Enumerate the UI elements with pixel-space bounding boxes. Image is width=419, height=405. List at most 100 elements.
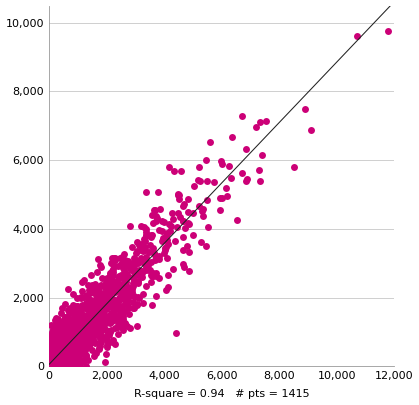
Point bbox=[60, 356, 67, 363]
Point bbox=[54, 338, 60, 345]
Point bbox=[80, 316, 87, 322]
Point bbox=[94, 326, 101, 333]
Point bbox=[99, 301, 106, 307]
Point bbox=[63, 363, 70, 369]
Point bbox=[65, 350, 71, 356]
Point bbox=[98, 323, 104, 329]
Point bbox=[59, 347, 66, 354]
Point bbox=[55, 336, 62, 342]
Point bbox=[228, 174, 234, 181]
Point bbox=[74, 356, 81, 362]
Point bbox=[48, 362, 55, 369]
Point bbox=[51, 344, 57, 351]
Point bbox=[59, 348, 66, 354]
Point bbox=[50, 330, 57, 336]
Point bbox=[139, 267, 146, 274]
Point bbox=[69, 360, 75, 366]
Point bbox=[97, 315, 104, 321]
Point bbox=[72, 319, 79, 326]
Point bbox=[205, 224, 212, 231]
Point bbox=[98, 264, 104, 271]
Point bbox=[116, 318, 123, 325]
Point bbox=[49, 363, 55, 369]
Point bbox=[88, 320, 95, 326]
Point bbox=[47, 363, 53, 369]
Point bbox=[88, 331, 95, 338]
Point bbox=[70, 341, 77, 348]
Point bbox=[48, 353, 54, 360]
Point bbox=[80, 335, 87, 342]
Point bbox=[83, 324, 90, 330]
Point bbox=[148, 258, 155, 265]
Point bbox=[57, 333, 64, 340]
Point bbox=[96, 292, 103, 299]
Point bbox=[62, 357, 69, 363]
Point bbox=[111, 255, 118, 261]
Point bbox=[48, 363, 54, 369]
Point bbox=[47, 363, 54, 369]
Point bbox=[46, 363, 53, 369]
Point bbox=[74, 311, 81, 317]
Point bbox=[120, 320, 127, 326]
Point bbox=[222, 184, 229, 191]
Point bbox=[61, 325, 67, 332]
Point bbox=[93, 304, 100, 310]
Point bbox=[89, 286, 96, 292]
Point bbox=[63, 337, 70, 343]
Point bbox=[60, 328, 67, 334]
Point bbox=[239, 113, 246, 119]
Point bbox=[75, 309, 81, 316]
Point bbox=[103, 341, 110, 348]
Point bbox=[66, 348, 73, 354]
Point bbox=[98, 318, 104, 325]
Point bbox=[95, 344, 102, 351]
Point bbox=[87, 326, 93, 332]
Point bbox=[47, 340, 54, 347]
Point bbox=[180, 247, 186, 253]
Point bbox=[58, 344, 65, 350]
Point bbox=[244, 176, 251, 182]
Point bbox=[47, 363, 54, 369]
Point bbox=[106, 297, 113, 304]
Point bbox=[120, 278, 127, 285]
Point bbox=[69, 354, 75, 360]
Point bbox=[78, 325, 85, 331]
Point bbox=[52, 363, 59, 369]
Point bbox=[60, 363, 67, 369]
Point bbox=[86, 302, 93, 309]
Point bbox=[56, 324, 62, 330]
Point bbox=[59, 356, 65, 362]
Point bbox=[46, 358, 52, 365]
Point bbox=[203, 177, 210, 184]
Point bbox=[159, 227, 166, 234]
Point bbox=[129, 298, 136, 305]
Point bbox=[80, 324, 87, 331]
Point bbox=[72, 333, 79, 339]
Point bbox=[83, 330, 89, 336]
Point bbox=[56, 349, 63, 355]
Point bbox=[47, 348, 54, 355]
Point bbox=[60, 339, 67, 345]
Point bbox=[48, 363, 54, 369]
Point bbox=[59, 363, 66, 369]
Point bbox=[122, 320, 128, 327]
Point bbox=[120, 307, 127, 314]
Point bbox=[184, 242, 190, 249]
Point bbox=[62, 354, 69, 360]
Point bbox=[72, 343, 79, 350]
Point bbox=[60, 356, 67, 362]
Point bbox=[49, 347, 56, 354]
Point bbox=[114, 303, 121, 309]
Point bbox=[48, 344, 55, 350]
Point bbox=[154, 189, 161, 195]
Point bbox=[163, 243, 169, 250]
Point bbox=[71, 322, 78, 329]
Point bbox=[75, 334, 81, 341]
Point bbox=[137, 241, 144, 247]
Point bbox=[65, 333, 71, 340]
Point bbox=[85, 305, 92, 312]
Point bbox=[54, 347, 60, 354]
Point bbox=[99, 320, 106, 326]
Point bbox=[81, 337, 88, 344]
Point bbox=[131, 305, 137, 311]
